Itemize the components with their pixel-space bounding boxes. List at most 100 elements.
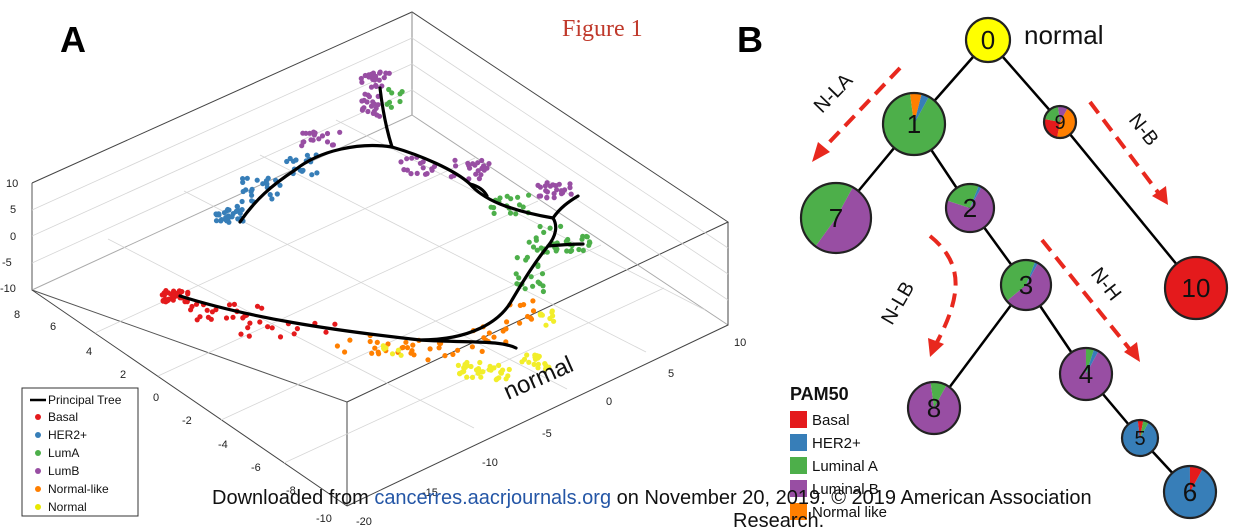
scatter-point xyxy=(455,347,461,353)
scatter-point xyxy=(469,344,475,350)
principal-tree-branch xyxy=(551,194,580,220)
scatter-point xyxy=(536,353,542,359)
arrow-n-h xyxy=(1040,238,1134,354)
scatter-point xyxy=(372,75,378,82)
principal-tree-branch xyxy=(546,242,585,248)
scatter-point xyxy=(300,139,306,145)
pie-slice xyxy=(1122,420,1159,457)
scatter-point xyxy=(462,364,468,370)
scatter-point xyxy=(389,90,395,96)
scatter-point xyxy=(376,351,382,357)
pie-slice xyxy=(1057,105,1068,122)
arrow-n-b xyxy=(1088,100,1162,197)
scatter-point xyxy=(516,202,523,208)
scatter-point xyxy=(231,301,237,307)
y-tick: -2 xyxy=(182,415,192,427)
scatter-point xyxy=(543,188,549,194)
pie-slice xyxy=(1000,259,1036,301)
scatter-point xyxy=(239,198,245,205)
panel-a-letter: A xyxy=(60,19,86,60)
scatter-point xyxy=(525,313,531,320)
scatter-point xyxy=(171,288,177,294)
scatter-point xyxy=(431,163,438,169)
scatter-point xyxy=(461,368,467,374)
scatter-point xyxy=(179,289,185,295)
scatter-point xyxy=(554,187,560,193)
y-tick: 8 xyxy=(14,309,20,321)
scatter-point xyxy=(332,321,338,327)
x-tick: 0 xyxy=(606,396,612,408)
scatter-point xyxy=(533,237,540,243)
scatter-point xyxy=(230,314,236,320)
scatter-point xyxy=(453,163,459,169)
pam50-swatch xyxy=(790,457,807,474)
scatter-point xyxy=(274,191,280,197)
x-tick: 10 xyxy=(734,337,746,349)
scatter-point xyxy=(542,183,549,189)
scatter-point xyxy=(254,303,261,309)
scatter-point xyxy=(221,210,227,216)
x-axis-ticks: -20 -15 -10 -5 0 5 10 xyxy=(356,337,746,528)
scatter-point xyxy=(246,333,252,339)
pie-slice xyxy=(908,382,961,434)
node-label: 7 xyxy=(829,203,843,233)
z-tick: 0 xyxy=(10,231,16,243)
scatter-point xyxy=(475,370,481,376)
scatter-point xyxy=(334,343,340,349)
scatter-point xyxy=(479,348,485,354)
node-label: 6 xyxy=(1183,477,1197,507)
legend-label: LumA xyxy=(48,446,79,460)
scatter-point xyxy=(450,351,456,357)
scatter-point xyxy=(547,225,553,231)
legend-dot xyxy=(35,450,41,456)
scatter-point xyxy=(360,106,366,112)
pie-slice xyxy=(966,18,1010,62)
scatter-point xyxy=(524,352,530,358)
scatter-point xyxy=(420,159,426,165)
scatter-point xyxy=(316,136,322,142)
scatter-point xyxy=(398,159,404,165)
y-tick: 6 xyxy=(50,321,56,333)
legend-label: Normal-like xyxy=(48,482,109,496)
scatter-point xyxy=(377,69,383,75)
scatter-point xyxy=(294,326,300,332)
scatter-point xyxy=(404,156,410,162)
scatter-point xyxy=(204,307,210,313)
legend-dot xyxy=(35,504,41,510)
y-tick: -8 xyxy=(286,485,296,497)
scatter-point xyxy=(507,210,514,216)
scatter-point xyxy=(506,366,512,373)
scatter-point xyxy=(395,347,401,353)
scatter-point xyxy=(535,182,541,188)
node-outline xyxy=(964,16,1012,64)
pie-slice xyxy=(970,185,982,208)
scatter-point xyxy=(403,339,409,345)
scatter-point xyxy=(240,179,246,185)
scatter-point xyxy=(472,162,478,168)
tree-node-2: 2 xyxy=(944,182,996,234)
pie-slice xyxy=(946,186,995,233)
scatter-point xyxy=(304,152,310,158)
scatter-point xyxy=(269,196,275,202)
journal-link[interactable]: cancerres.aacrjournals.org xyxy=(374,487,612,509)
node-outline xyxy=(1163,255,1229,321)
scatter-point xyxy=(361,97,367,103)
scatter-point xyxy=(170,297,176,303)
scatter-point xyxy=(513,211,519,217)
scatter-point xyxy=(408,171,414,177)
scatter-point xyxy=(409,155,415,161)
scatter-point xyxy=(240,315,246,321)
scatter-point xyxy=(567,185,573,191)
scatter-point xyxy=(532,352,538,358)
legend-dot xyxy=(35,414,41,420)
node-outline xyxy=(799,181,873,255)
scatter-point xyxy=(324,130,331,137)
scatter-point xyxy=(486,161,492,167)
pam50-label: HER2+ xyxy=(812,435,861,452)
pie-slice xyxy=(1026,261,1038,285)
legend-label: HER2+ xyxy=(48,428,87,442)
download-notice: Downloaded from cancerres.aacrjournals.o… xyxy=(212,486,1244,510)
scatter-point xyxy=(534,247,540,253)
scatter-point xyxy=(466,163,472,169)
